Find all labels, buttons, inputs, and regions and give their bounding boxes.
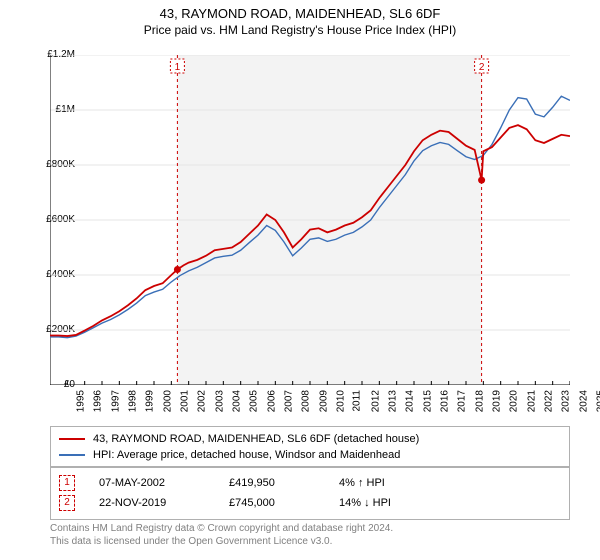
event-delta-1: 4% ↑ HPI xyxy=(339,477,449,489)
event-marker-2: 2 xyxy=(59,495,75,511)
price-chart: 12 xyxy=(50,55,570,385)
x-axis-label: 2020 xyxy=(509,390,520,412)
footer-line1: Contains HM Land Registry data © Crown c… xyxy=(50,523,393,534)
title-subtitle: Price paid vs. HM Land Registry's House … xyxy=(0,23,600,37)
event-date-2: 22-NOV-2019 xyxy=(99,497,229,509)
x-axis-label: 2001 xyxy=(179,390,190,412)
svg-text:1: 1 xyxy=(175,62,181,73)
x-axis-label: 1998 xyxy=(127,390,138,412)
x-axis-label: 2021 xyxy=(526,390,537,412)
x-axis-label: 2018 xyxy=(474,390,485,412)
event-date-1: 07-MAY-2002 xyxy=(99,477,229,489)
legend-swatch-hpi xyxy=(59,454,85,456)
x-axis-label: 2024 xyxy=(578,390,589,412)
x-axis-label: 2012 xyxy=(370,390,381,412)
legend-row-property: 43, RAYMOND ROAD, MAIDENHEAD, SL6 6DF (d… xyxy=(59,431,561,447)
legend-label-property: 43, RAYMOND ROAD, MAIDENHEAD, SL6 6DF (d… xyxy=(93,433,419,445)
x-axis-label: 2016 xyxy=(439,390,450,412)
legend-label-hpi: HPI: Average price, detached house, Wind… xyxy=(93,449,400,461)
title-address: 43, RAYMOND ROAD, MAIDENHEAD, SL6 6DF xyxy=(0,6,600,21)
x-axis-label: 2019 xyxy=(491,390,502,412)
svg-text:2: 2 xyxy=(479,62,485,73)
x-axis-label: 1999 xyxy=(145,390,156,412)
x-axis-label: 2000 xyxy=(162,390,173,412)
x-axis-label: 1995 xyxy=(75,390,86,412)
x-axis-label: 2022 xyxy=(543,390,554,412)
legend-row-hpi: HPI: Average price, detached house, Wind… xyxy=(59,447,561,463)
event-row-1: 1 07-MAY-2002 £419,950 4% ↑ HPI xyxy=(59,473,561,493)
x-axis-label: 2008 xyxy=(301,390,312,412)
event-price-2: £745,000 xyxy=(229,497,339,509)
footer-line2: This data is licensed under the Open Gov… xyxy=(50,536,332,547)
event-price-1: £419,950 xyxy=(229,477,339,489)
legend-swatch-property xyxy=(59,438,85,440)
event-delta-2: 14% ↓ HPI xyxy=(339,497,449,509)
x-axis-label: 2014 xyxy=(405,390,416,412)
x-axis-label: 2011 xyxy=(352,390,363,412)
x-axis-label: 2023 xyxy=(561,390,572,412)
chart-title-block: 43, RAYMOND ROAD, MAIDENHEAD, SL6 6DF Pr… xyxy=(0,0,600,37)
x-axis-label: 2009 xyxy=(318,390,329,412)
x-axis-label: 1997 xyxy=(110,390,121,412)
x-axis-label: 2015 xyxy=(422,390,433,412)
x-axis-label: 2004 xyxy=(231,390,242,412)
x-axis-label: 2007 xyxy=(283,390,294,412)
footer-attribution: Contains HM Land Registry data © Crown c… xyxy=(50,522,570,548)
x-axis-label: 2017 xyxy=(457,390,468,412)
x-axis-label: 2010 xyxy=(335,390,346,412)
legend: 43, RAYMOND ROAD, MAIDENHEAD, SL6 6DF (d… xyxy=(50,426,570,468)
x-axis-label: 2005 xyxy=(249,390,260,412)
x-axis-label: 2013 xyxy=(387,390,398,412)
x-axis-label: 2006 xyxy=(266,390,277,412)
x-axis-label: 1996 xyxy=(93,390,104,412)
event-marker-1: 1 xyxy=(59,475,75,491)
events-table: 1 07-MAY-2002 £419,950 4% ↑ HPI 2 22-NOV… xyxy=(50,466,570,520)
event-row-2: 2 22-NOV-2019 £745,000 14% ↓ HPI xyxy=(59,493,561,513)
x-axis-label: 2025 xyxy=(595,390,600,412)
x-axis-label: 2002 xyxy=(197,390,208,412)
x-axis-label: 2003 xyxy=(214,390,225,412)
